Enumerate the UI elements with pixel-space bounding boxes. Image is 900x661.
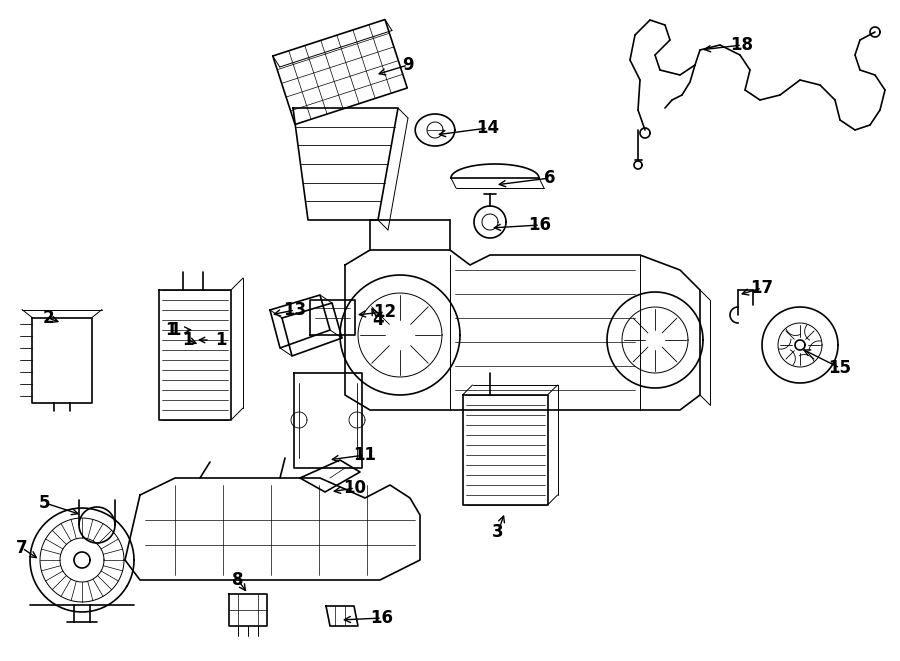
Text: 6: 6 [544, 169, 556, 187]
Text: 16: 16 [371, 609, 393, 627]
Text: 1: 1 [166, 321, 177, 339]
Text: 8: 8 [232, 571, 244, 589]
Text: 14: 14 [476, 119, 500, 137]
Text: 17: 17 [751, 279, 774, 297]
Text: 16: 16 [528, 216, 552, 234]
Text: 18: 18 [731, 36, 753, 54]
Text: 13: 13 [284, 301, 307, 319]
Text: 9: 9 [402, 56, 414, 74]
Text: 1: 1 [182, 331, 194, 349]
Text: 10: 10 [344, 479, 366, 497]
Text: 4: 4 [373, 311, 383, 329]
Text: 3: 3 [492, 523, 504, 541]
Text: 11: 11 [354, 446, 376, 464]
Text: 12: 12 [374, 303, 397, 321]
Text: 15: 15 [829, 359, 851, 377]
Text: 2: 2 [42, 309, 54, 327]
Text: 1: 1 [215, 331, 227, 349]
Text: 7: 7 [16, 539, 28, 557]
Text: 5: 5 [40, 494, 50, 512]
Text: 1: 1 [169, 321, 181, 339]
